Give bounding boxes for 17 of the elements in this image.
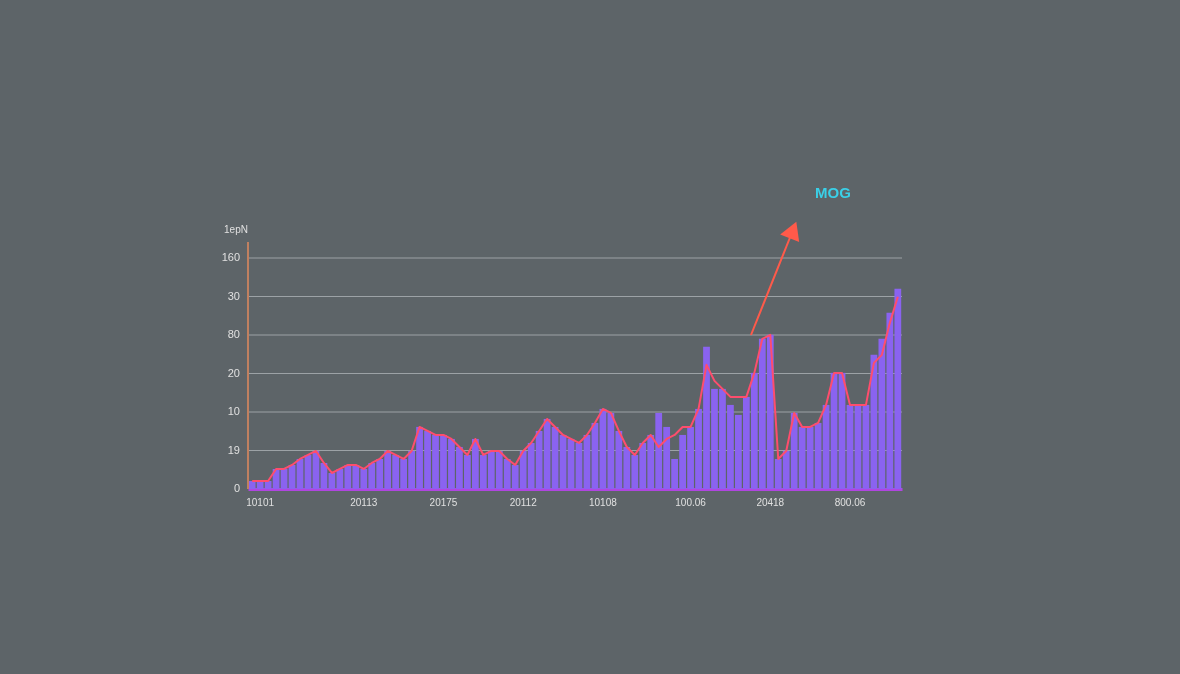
text: 19 [227, 443, 240, 456]
x-tick-label: 10101 [246, 496, 275, 508]
x-tick-label: 20112 [509, 496, 538, 508]
x-tick-label: 20113 [350, 496, 378, 508]
text: 160 [221, 251, 240, 263]
x-tick-label: 20418 [756, 496, 785, 508]
text: 30 [227, 289, 240, 302]
x-tick-label: 800.06 [834, 496, 866, 508]
text: 1epN [224, 224, 248, 235]
text: 80 [227, 328, 240, 340]
text: MOG [815, 184, 851, 201]
x-tick-label: 20175 [429, 496, 458, 508]
x-tick-label: 100.06 [675, 496, 707, 508]
text: 20 [227, 366, 240, 379]
text: 10 [227, 405, 240, 417]
x-tick-label: 10108 [588, 496, 618, 508]
text: 0 [233, 482, 240, 494]
